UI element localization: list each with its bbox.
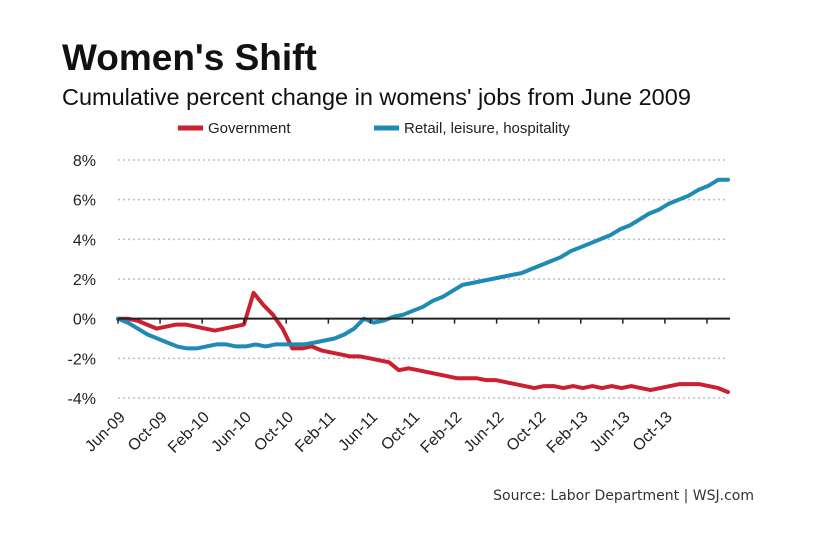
legend-label-retail: Retail, leisure, hospitality (404, 120, 570, 137)
y-axis-ticks: 8% 6% 4% 2% 0% -2% -4% (68, 153, 96, 408)
legend-label-government: Government (208, 120, 291, 137)
x-tick-label: Jun-12 (461, 409, 508, 456)
x-tick-label: Jun-13 (587, 409, 634, 456)
y-tick-label: 6% (73, 193, 96, 210)
y-tick-label: 2% (73, 272, 96, 289)
gridlines (118, 159, 728, 399)
y-tick-label: 8% (73, 153, 96, 170)
y-tick-label: -2% (68, 351, 96, 368)
x-tick-label: Oct-12 (504, 409, 550, 455)
zero-axis (117, 317, 730, 324)
series-line-government (116, 290, 730, 395)
x-tick-label: Feb-10 (165, 409, 213, 457)
y-tick-label: 0% (73, 312, 96, 329)
series-line-retail (116, 177, 730, 351)
x-tick-label: Feb-12 (418, 409, 466, 457)
x-tick-label: Jun-10 (208, 409, 255, 456)
x-tick-label: Oct-09 (125, 409, 171, 455)
source-credit: Source: Labor Department | WSJ.com (493, 488, 754, 504)
y-tick-label: 4% (73, 232, 96, 249)
chart-title: Women's Shift (62, 37, 317, 78)
x-tick-label: Feb-13 (544, 409, 592, 457)
x-tick-label: Oct-13 (630, 409, 676, 455)
x-tick-label: Jun-09 (82, 409, 129, 456)
x-tick-label: Oct-10 (251, 409, 297, 455)
legend: Government Retail, leisure, hospitality (178, 120, 570, 137)
x-tick-label: Jun-11 (335, 409, 381, 455)
x-tick-label: Oct-11 (378, 409, 423, 454)
x-tick-label: Feb-11 (292, 409, 339, 456)
x-axis-ticks: Jun-09Oct-09Feb-10Jun-10Oct-10Feb-11Jun-… (82, 409, 676, 457)
plot-area (116, 177, 730, 395)
chart-subtitle: Cumulative percent change in womens' job… (62, 84, 691, 110)
y-tick-label: -4% (68, 391, 96, 408)
